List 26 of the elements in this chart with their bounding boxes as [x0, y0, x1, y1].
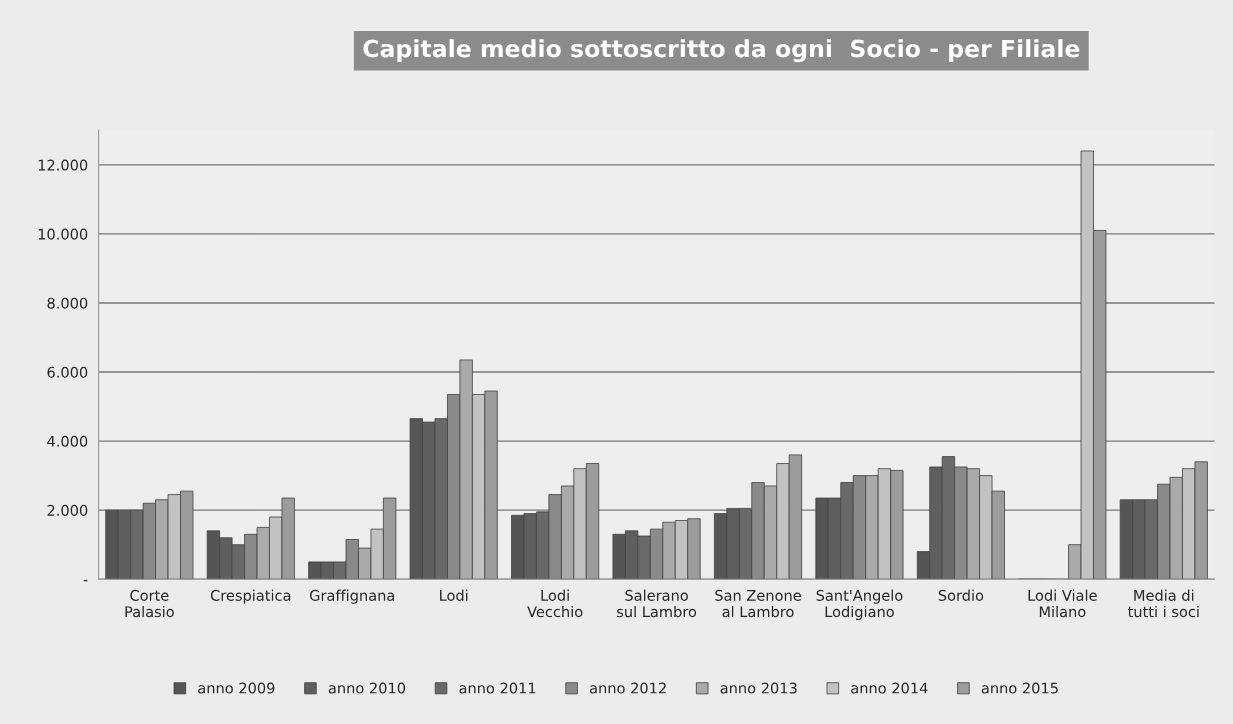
legend-label: anno 2014: [851, 682, 928, 694]
legend-label: anno 2011: [459, 682, 536, 694]
y-tick-label: 10.000: [38, 228, 88, 240]
x-tick-label: Salerano sul Lambro: [617, 589, 697, 618]
y-tick-label: 2.000: [47, 504, 88, 516]
y-tick-label: 6.000: [47, 366, 88, 378]
legend-label: anno 2013: [720, 682, 797, 694]
x-tick-label: Sordio: [938, 589, 984, 601]
x-tick-label: Lodi Vecchio: [527, 589, 583, 618]
y-tick-label: 12.000: [38, 159, 88, 171]
x-tick-label: Crespiatica: [210, 589, 291, 604]
y-tick-label: -: [83, 580, 88, 582]
x-tick-label: Lodi: [440, 589, 468, 601]
x-tick-label: San Zenone al Lambro: [715, 589, 801, 618]
legend-label: anno 2015: [981, 682, 1058, 694]
chart-title: Capitale medio sottoscritto da ogni Socio - per Filiale: [363, 39, 1080, 63]
x-tick-label: Sant'Angelo Lodigiano: [816, 589, 903, 621]
legend-label: anno 2012: [589, 682, 666, 694]
x-tick-label: Corte Palasio: [125, 589, 174, 618]
legend-label: anno 2009: [198, 682, 275, 694]
y-tick-label: 4.000: [47, 435, 88, 447]
x-tick-label: Graffignana: [309, 589, 395, 604]
legend-label: anno 2010: [328, 682, 406, 694]
x-tick-label: Lodi Viale Milano: [1028, 589, 1097, 618]
x-tick-label: Media di tutti i soci: [1128, 589, 1199, 618]
y-tick-label: 8.000: [47, 297, 88, 309]
